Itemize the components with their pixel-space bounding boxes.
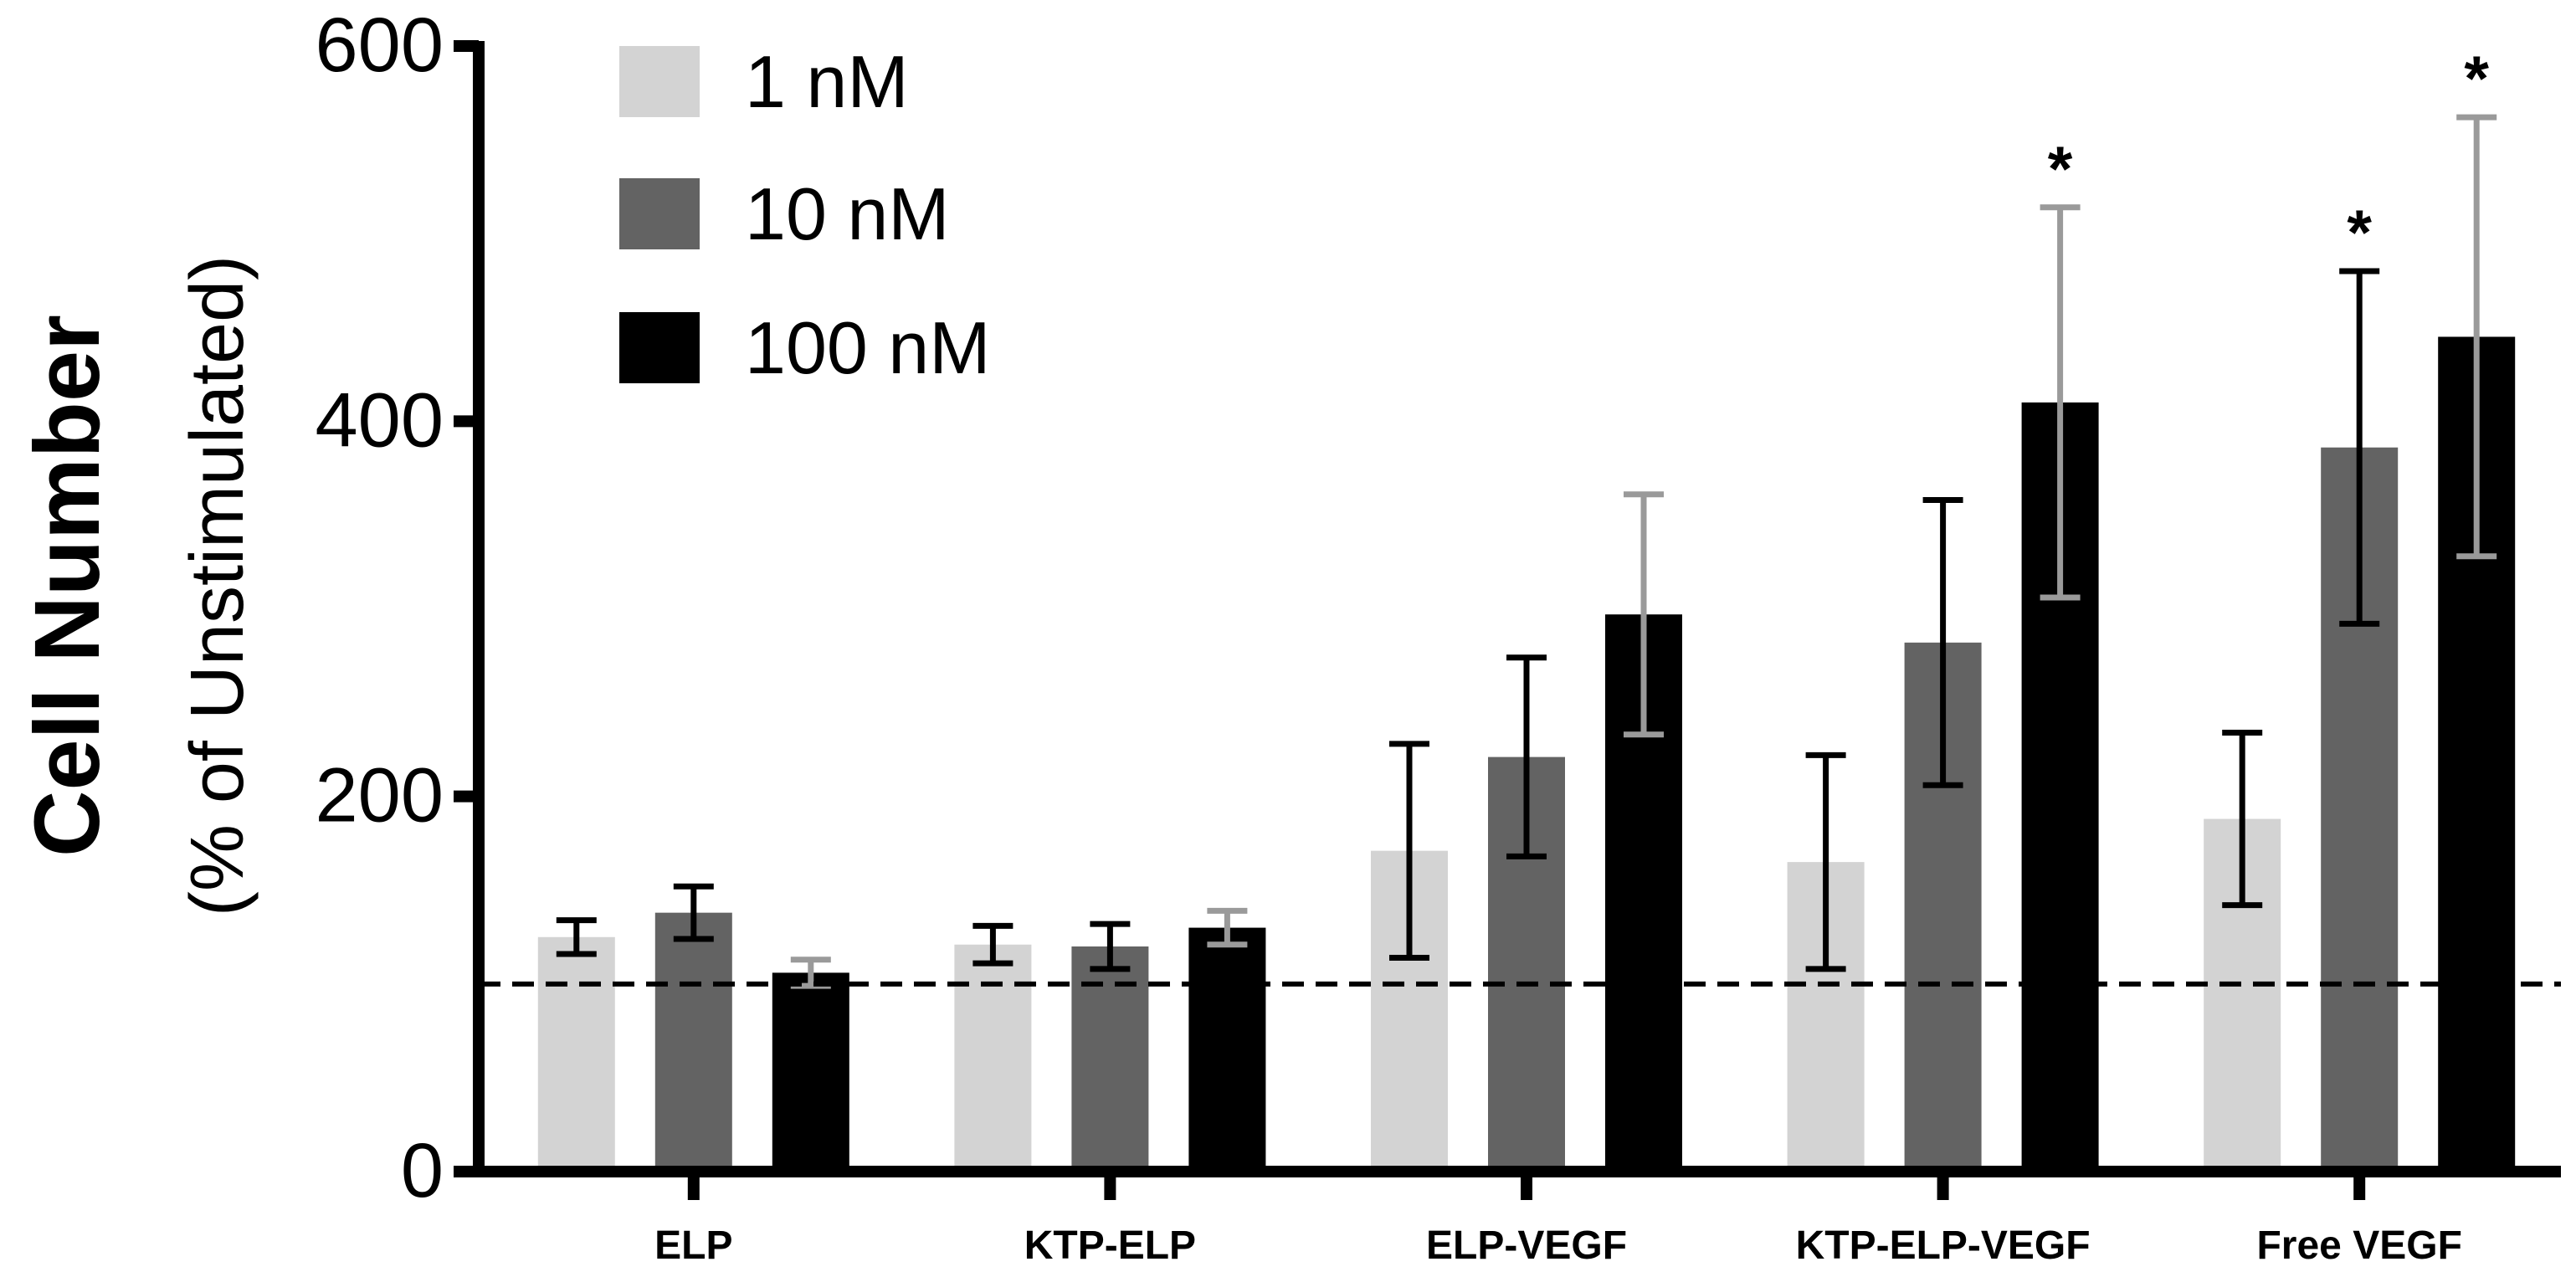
significance-markers: * * * (2048, 44, 2490, 269)
bars-group (537, 336, 2516, 1172)
significance-star: * (2464, 44, 2489, 115)
error-bar (673, 883, 714, 942)
y-tick-label: 400 (316, 377, 444, 463)
y-axis-ticks: 0 200 400 600 (316, 3, 479, 1213)
y-tick-label: 600 (316, 3, 444, 88)
x-axis-categories: ELP KTP-ELP ELP-VEGF KTP-ELP-VEGF Free VEGF (654, 1172, 2462, 1268)
y-axis-subtitle: (% of Unstimulated) (176, 255, 259, 916)
bar-ktp-elp-1nm (954, 944, 1032, 1172)
x-category-label: KTP-ELP (1024, 1223, 1196, 1268)
x-category-label: ELP-VEGF (1426, 1223, 1627, 1268)
bar-ktp-elp-100nm (1188, 927, 1266, 1172)
error-bar (1805, 751, 1846, 972)
error-bar (1389, 741, 1429, 961)
bar-elp-10nm (654, 912, 732, 1172)
bar-elp-1nm (537, 936, 615, 1172)
error-bar (2040, 204, 2081, 601)
axes-group (473, 41, 2561, 1177)
x-category-label: ELP (654, 1223, 732, 1268)
error-bar (972, 922, 1013, 967)
significance-star: * (2347, 197, 2372, 269)
y-tick-label: 200 (316, 753, 444, 839)
y-axis-title: Cell Number (16, 315, 119, 857)
error-bar (1624, 491, 1664, 738)
error-bars-group (556, 114, 2497, 989)
legend-label: 1 nM (745, 40, 909, 123)
error-bar (556, 917, 597, 957)
error-bar (2222, 729, 2263, 909)
legend: 1 nM 10 nM 100 nM (619, 40, 991, 389)
bar-ktp-elp-10nm (1071, 946, 1149, 1172)
error-bar (1207, 907, 1248, 948)
significance-star: * (2048, 134, 2073, 205)
x-category-label: Free VEGF (2256, 1223, 2461, 1268)
legend-swatch (619, 178, 700, 249)
error-bar (1506, 654, 1547, 859)
y-axis-label-group: Cell Number (% of Unstimulated) (16, 255, 259, 916)
legend-label: 100 nM (745, 306, 991, 389)
legend-swatch (619, 46, 700, 117)
error-bar (2339, 268, 2380, 627)
bar-elp-100nm (772, 972, 849, 1172)
legend-swatch (619, 312, 700, 383)
y-tick-label: 0 (401, 1128, 444, 1213)
error-bar (1922, 496, 1963, 788)
error-bar (2456, 114, 2497, 560)
legend-label: 10 nM (745, 172, 950, 255)
x-category-label: KTP-ELP-VEGF (1796, 1223, 2091, 1268)
error-bar (1090, 921, 1131, 972)
